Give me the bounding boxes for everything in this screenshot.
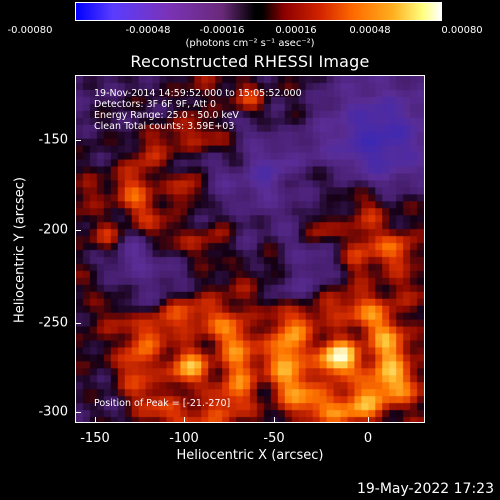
colorbar xyxy=(75,2,442,21)
x-tick-mark xyxy=(368,417,369,423)
colorbar-tick-label: -0.00016 xyxy=(199,25,245,36)
x-tick-mark xyxy=(95,417,96,423)
footer-timestamp: 19-May-2022 17:23 xyxy=(356,481,494,497)
y-tick-label: -150 xyxy=(38,132,68,148)
y-tick-mark xyxy=(75,230,81,231)
rhessi-heatmap xyxy=(76,76,424,422)
y-tick-label: -300 xyxy=(38,404,68,420)
peak-position-label: Position of Peak = [-21.-270] xyxy=(94,398,231,409)
x-tick-mark xyxy=(274,417,275,423)
colorbar-tick-label: -0.00048 xyxy=(125,25,171,36)
colorbar-tick-label: 0.00016 xyxy=(275,25,317,36)
y-tick-mark xyxy=(75,412,81,413)
colorbar-tick-label: 0.00048 xyxy=(349,25,391,36)
image-plot-area: 19-Nov-2014 14:59:52.000 to 15:05:52.000… xyxy=(75,75,425,423)
plot-title: Reconstructed RHESSI Image xyxy=(130,52,370,71)
y-tick-mark xyxy=(75,323,81,324)
x-tick-label: -50 xyxy=(263,431,285,446)
x-tick-label: 0 xyxy=(363,431,373,446)
info-counts: Clean Total counts: 3.59E+03 xyxy=(94,121,235,132)
x-axis-title: Heliocentric X (arcsec) xyxy=(176,448,324,463)
y-tick-label: -200 xyxy=(38,222,68,238)
y-tick-mark xyxy=(75,140,81,141)
colorbar-units-label: (photons cm⁻² s⁻¹ asec⁻²) xyxy=(185,38,315,49)
x-tick-mark xyxy=(184,417,185,423)
colorbar-tick-label: -0.00080 xyxy=(7,25,53,36)
info-energy-range: Energy Range: 25.0 - 50.0 keV xyxy=(94,110,239,121)
info-detectors: Detectors: 3F 6F 9F, Att 0 xyxy=(94,99,217,110)
x-tick-label: -150 xyxy=(80,431,110,446)
x-tick-label: -100 xyxy=(169,431,199,446)
info-time-range: 19-Nov-2014 14:59:52.000 to 15:05:52.000 xyxy=(94,88,302,99)
y-tick-label: -250 xyxy=(38,315,68,331)
colorbar-tick-label: 0.00080 xyxy=(441,25,483,36)
y-axis-title: Heliocentric Y (arcsec) xyxy=(12,177,28,323)
